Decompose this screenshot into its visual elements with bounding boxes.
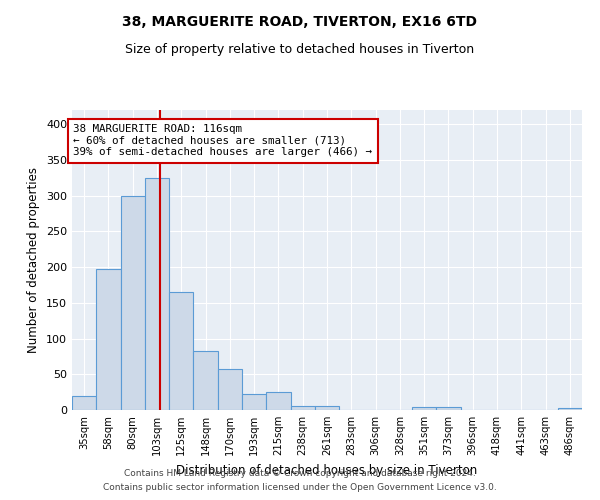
Bar [290,406,315,410]
Text: 38, MARGUERITE ROAD, TIVERTON, EX16 6TD: 38, MARGUERITE ROAD, TIVERTON, EX16 6TD [122,15,478,29]
Bar [242,394,266,410]
Bar [145,178,169,410]
X-axis label: Distribution of detached houses by size in Tiverton: Distribution of detached houses by size … [176,464,478,476]
Text: 38 MARGUERITE ROAD: 116sqm
← 60% of detached houses are smaller (713)
39% of sem: 38 MARGUERITE ROAD: 116sqm ← 60% of deta… [73,124,372,158]
Text: Size of property relative to detached houses in Tiverton: Size of property relative to detached ho… [125,42,475,56]
Bar [121,196,145,410]
Text: Contains public sector information licensed under the Open Government Licence v3: Contains public sector information licen… [103,484,497,492]
Bar [266,392,290,410]
Bar [412,407,436,410]
Text: Contains HM Land Registry data © Crown copyright and database right 2024.: Contains HM Land Registry data © Crown c… [124,468,476,477]
Bar [558,408,582,410]
Bar [72,396,96,410]
Y-axis label: Number of detached properties: Number of detached properties [28,167,40,353]
Bar [315,406,339,410]
Bar [193,352,218,410]
Bar [169,292,193,410]
Bar [436,407,461,410]
Bar [218,370,242,410]
Bar [96,270,121,410]
